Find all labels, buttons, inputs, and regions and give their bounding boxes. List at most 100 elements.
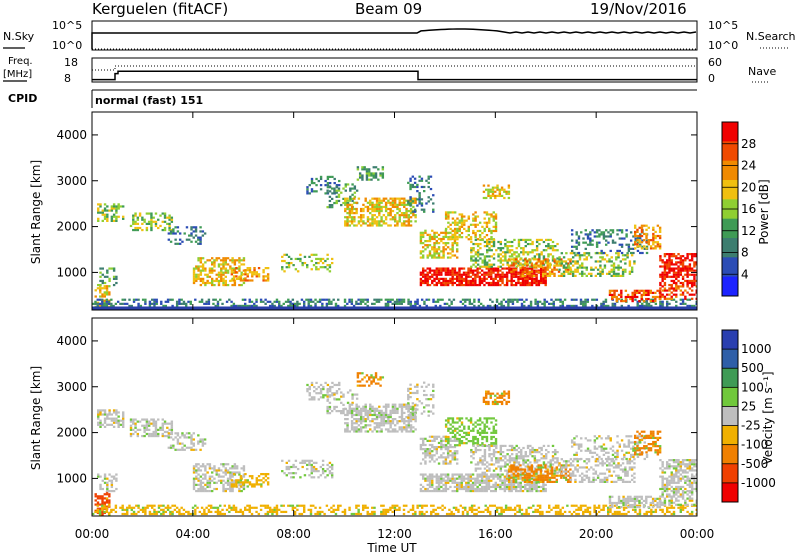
heatmap-cell bbox=[312, 467, 316, 471]
heatmap-cell bbox=[315, 268, 318, 271]
heatmap-cell bbox=[364, 504, 367, 507]
heatmap-cell bbox=[693, 273, 696, 276]
heatmap-cell bbox=[121, 215, 125, 218]
heatmap-cell bbox=[584, 300, 587, 303]
heatmap-cell bbox=[419, 273, 423, 276]
heatmap-cell bbox=[351, 395, 354, 398]
heatmap-cell bbox=[634, 508, 637, 511]
heatmap-cell bbox=[126, 512, 129, 516]
heatmap-cell bbox=[259, 504, 263, 507]
heatmap-cell bbox=[633, 232, 637, 236]
heatmap-cell bbox=[255, 477, 259, 480]
heatmap-cell bbox=[537, 281, 541, 285]
heatmap-cell bbox=[542, 281, 545, 285]
heatmap-cell bbox=[215, 487, 218, 491]
heatmap-cell bbox=[181, 442, 184, 445]
heatmap-cell bbox=[636, 228, 639, 231]
heatmap-cell bbox=[567, 264, 570, 267]
heatmap-cell bbox=[412, 205, 415, 209]
heatmap-cell bbox=[675, 261, 678, 264]
heatmap-cell bbox=[130, 506, 133, 509]
heatmap-cell bbox=[145, 422, 149, 425]
heatmap-cell bbox=[548, 270, 552, 273]
heatmap-cell bbox=[403, 199, 406, 202]
heatmap-cell bbox=[608, 272, 611, 275]
heatmap-cell bbox=[425, 510, 428, 514]
heatmap-cell bbox=[418, 175, 421, 178]
heatmap-cell bbox=[366, 224, 370, 227]
heatmap-cell bbox=[391, 201, 395, 204]
heatmap-cell bbox=[178, 510, 181, 514]
heatmap-cell bbox=[437, 246, 441, 249]
heatmap-cell bbox=[510, 258, 513, 261]
heatmap-cell bbox=[440, 273, 443, 276]
heatmap-cell bbox=[208, 269, 212, 272]
heatmap-cell bbox=[514, 271, 518, 274]
heatmap-cell bbox=[595, 235, 599, 238]
heatmap-cell bbox=[444, 235, 448, 239]
heatmap-cell bbox=[472, 242, 475, 246]
heatmap-cell bbox=[99, 279, 102, 283]
heatmap-cell bbox=[164, 304, 167, 308]
heatmap-cell bbox=[617, 293, 621, 297]
heatmap-cell bbox=[137, 504, 140, 507]
heatmap-cell bbox=[398, 506, 401, 509]
heatmap-cell bbox=[382, 197, 386, 200]
heatmap-cell bbox=[115, 479, 118, 482]
heatmap-cell bbox=[578, 272, 582, 275]
heatmap-cell bbox=[240, 271, 243, 274]
heatmap-cell bbox=[590, 272, 593, 275]
heatmap-cell bbox=[356, 384, 360, 387]
heatmap-cell bbox=[523, 268, 527, 271]
heatmap-cell bbox=[313, 190, 316, 193]
heatmap-cell bbox=[615, 272, 618, 275]
heatmap-cell bbox=[159, 214, 162, 217]
heatmap-cell bbox=[112, 205, 116, 208]
heatmap-cell bbox=[216, 510, 220, 514]
heatmap-cell bbox=[461, 302, 465, 305]
heatmap-cell bbox=[350, 420, 354, 423]
heatmap-cell bbox=[527, 506, 530, 509]
heatmap-cell bbox=[357, 508, 360, 511]
heatmap-cell bbox=[110, 483, 114, 486]
heatmap-cell bbox=[285, 253, 288, 256]
heatmap-cell bbox=[172, 438, 175, 441]
heatmap-cell bbox=[690, 289, 694, 292]
heatmap-cell bbox=[645, 293, 648, 297]
heatmap-cell bbox=[405, 212, 408, 215]
heatmap-cell bbox=[665, 273, 669, 276]
heatmap-cell bbox=[533, 281, 536, 285]
heatmap-cell bbox=[620, 245, 624, 248]
colorbar-swatch bbox=[722, 218, 738, 239]
heatmap-cell bbox=[235, 483, 238, 486]
heatmap-cell bbox=[101, 302, 104, 305]
heatmap-cell bbox=[337, 298, 340, 301]
heatmap-cell bbox=[480, 281, 484, 285]
heatmap-cell bbox=[271, 508, 274, 511]
heatmap-cell bbox=[442, 256, 445, 259]
heatmap-cell bbox=[553, 258, 556, 261]
heatmap-cell bbox=[346, 203, 349, 206]
heatmap-cell bbox=[248, 506, 251, 509]
heatmap-cell bbox=[505, 283, 509, 287]
heatmap-cell bbox=[420, 506, 424, 509]
heatmap-cell bbox=[112, 275, 116, 278]
heatmap-cell bbox=[174, 436, 177, 439]
heatmap-cell bbox=[199, 271, 203, 274]
heatmap-cell bbox=[108, 417, 111, 420]
heatmap-cell bbox=[572, 304, 576, 308]
heatmap-cell bbox=[233, 263, 237, 266]
heatmap-cell bbox=[229, 489, 232, 493]
heatmap-cell bbox=[690, 259, 694, 262]
heatmap-cell bbox=[231, 261, 234, 264]
heatmap-cell bbox=[695, 289, 697, 292]
heatmap-cell bbox=[216, 300, 220, 303]
heatmap-cell bbox=[619, 274, 623, 277]
heatmap-cell bbox=[330, 203, 334, 207]
heatmap-cell bbox=[451, 229, 455, 233]
heatmap-cell bbox=[460, 277, 463, 280]
heatmap-cell bbox=[688, 265, 692, 268]
heatmap-cell bbox=[460, 275, 463, 278]
heatmap-cell bbox=[96, 504, 99, 507]
heatmap-cell bbox=[143, 218, 146, 221]
